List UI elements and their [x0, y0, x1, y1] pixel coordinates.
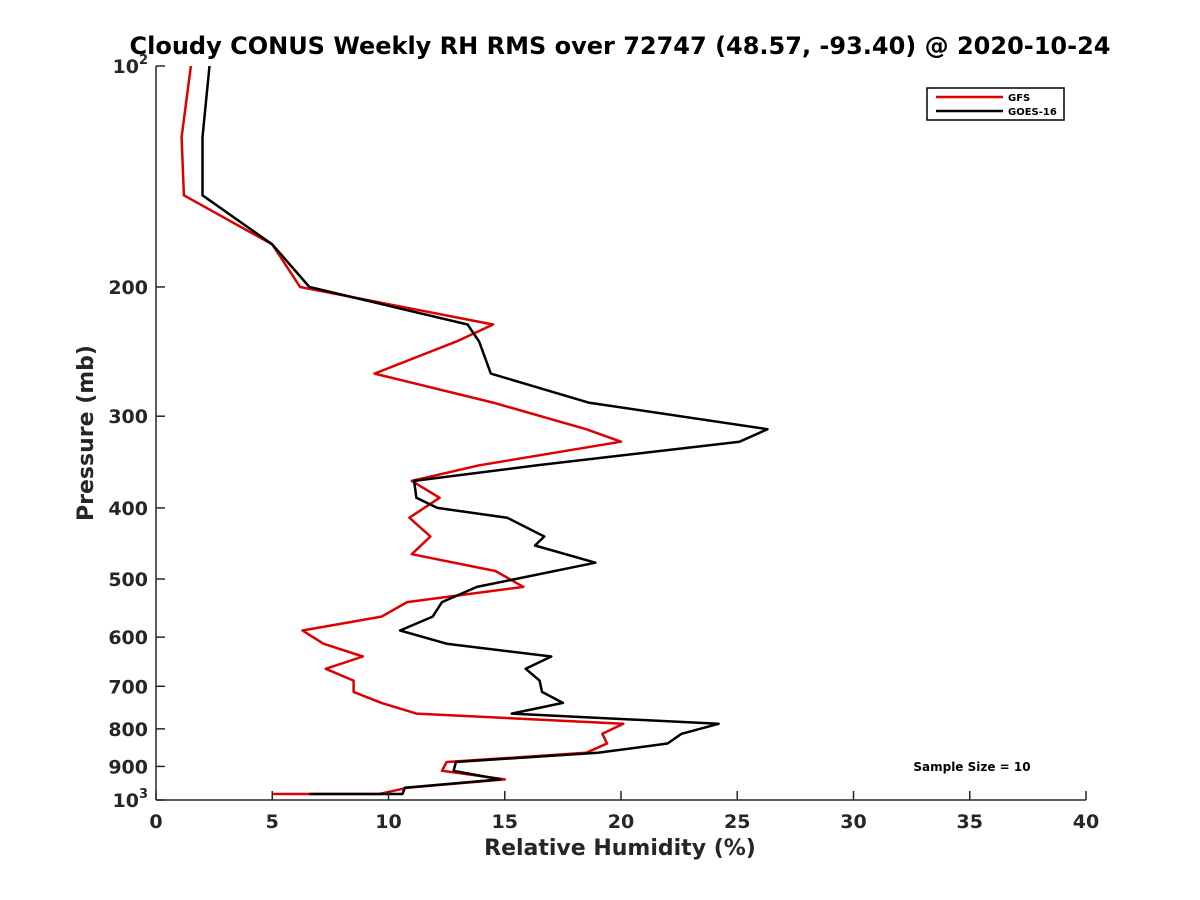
x-tick-label-10: 10: [375, 811, 401, 833]
series-line-goes-16: [201, 65, 769, 796]
y-tick-label-600: 600: [108, 627, 148, 649]
y-tick-label-300: 300: [108, 406, 148, 428]
x-tick-label-0: 0: [149, 811, 162, 833]
legend-label-gfs: GFS: [1008, 93, 1030, 104]
sample-size-annotation: Sample Size = 10: [913, 760, 1030, 774]
y-tick-label-700: 700: [108, 676, 148, 698]
legend-label-goes-16: GOES-16: [1008, 107, 1057, 118]
y-ticks: 102 200 300 400 500 600 700 800 900 103: [108, 53, 165, 812]
x-tick-label-25: 25: [724, 811, 750, 833]
x-tick-label-5: 5: [266, 811, 279, 833]
x-tick-label-15: 15: [492, 811, 518, 833]
x-tick-label-35: 35: [957, 811, 983, 833]
legend-box: [926, 87, 1065, 121]
x-tick-label-40: 40: [1073, 811, 1099, 833]
x-tick-label-30: 30: [840, 811, 866, 833]
y-tick-label-200: 200: [108, 277, 148, 299]
x-tick-label-20: 20: [608, 811, 634, 833]
y-tick-label-1000: 103: [113, 787, 149, 812]
y-tick-label-100: 102: [113, 53, 149, 78]
series-layer: [180, 65, 769, 796]
legend: GFS GOES-16: [926, 87, 1065, 121]
y-tick-label-800: 800: [108, 719, 148, 741]
chart-title: Cloudy CONUS Weekly RH RMS over 72747 (4…: [130, 32, 1111, 60]
x-axis-label: Relative Humidity (%): [484, 836, 756, 861]
y-axis-label: Pressure (mb): [74, 345, 99, 521]
x-ticks: 0 5 10 15 20 25 30 35 40: [149, 791, 1099, 833]
y-tick-label-900: 900: [108, 756, 148, 778]
y-tick-label-500: 500: [108, 569, 148, 591]
y-tick-label-400: 400: [108, 498, 148, 520]
